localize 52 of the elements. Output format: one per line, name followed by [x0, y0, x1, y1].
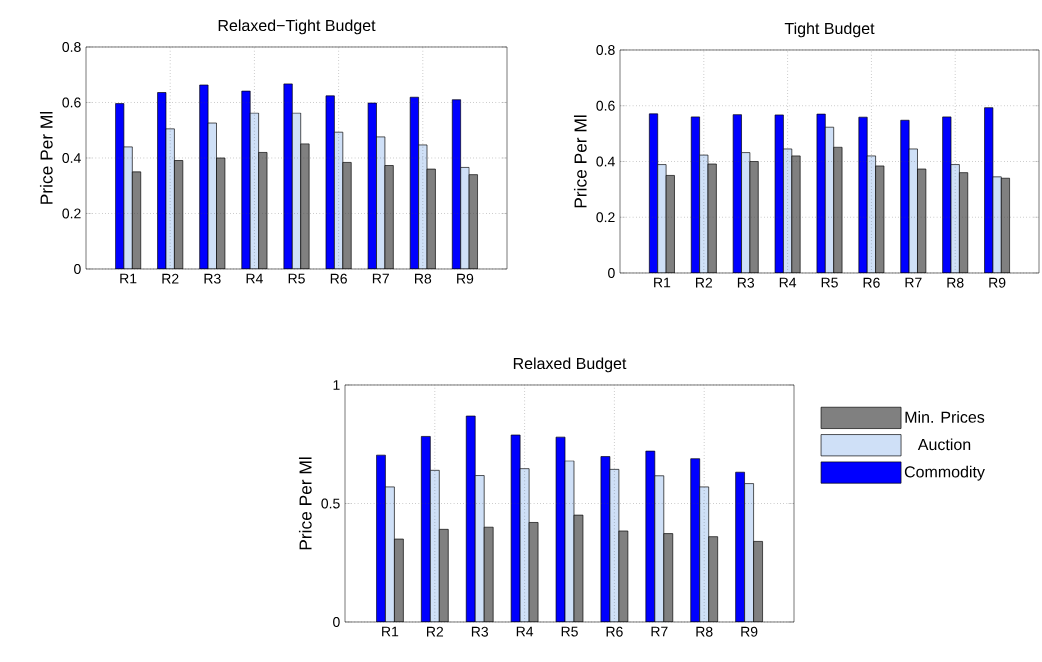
y-tick-label: 1 — [333, 380, 340, 390]
chart-title: Tight Budget — [784, 22, 875, 38]
x-tick-label: R1 — [120, 273, 137, 284]
y-tick-label: 0.6 — [62, 97, 81, 108]
legend-label: Commodity — [904, 465, 985, 481]
x-tick-label: R4 — [779, 277, 797, 288]
x-tick-label: R1 — [654, 277, 671, 288]
y-axis-title: Price Per Ml — [573, 115, 587, 208]
x-tick-label: R3 — [204, 273, 221, 284]
bar — [858, 116, 868, 273]
x-tick-label: R8 — [415, 273, 432, 284]
x-tick-label: R9 — [989, 277, 1006, 288]
x-tick-label: R1 — [382, 626, 399, 637]
y-tick-label: 0 — [333, 617, 340, 627]
bar — [342, 162, 352, 269]
x-tick-label: R8 — [947, 277, 964, 288]
y-tick-label: 0 — [608, 268, 615, 278]
x-tick-label: R7 — [905, 277, 922, 288]
x-tick-label: R4 — [516, 626, 534, 637]
y-tick-label: 0.4 — [62, 153, 81, 163]
chart-title: Relaxed Budget — [513, 357, 627, 373]
y-tick-label: 0.8 — [596, 45, 615, 55]
x-tick-label: R4 — [246, 273, 263, 284]
x-tick-label: R2 — [162, 273, 179, 284]
x-tick-label: R8 — [696, 626, 713, 637]
y-tick-label: 0.8 — [62, 42, 81, 52]
x-tick-label: R7 — [651, 626, 668, 637]
x-tick-label: R3 — [471, 626, 489, 637]
y-tick-label: 0 — [74, 264, 81, 274]
y-tick-label: 0.2 — [62, 208, 81, 219]
x-tick-label: R9 — [457, 273, 474, 284]
chart-title: Relaxed−Tight Budget — [218, 19, 376, 35]
legend-label: Min. Prices — [905, 411, 985, 423]
bar — [791, 155, 801, 273]
x-tick-label: R7 — [372, 273, 389, 284]
y-tick-label: 0.2 — [596, 212, 615, 223]
y-tick-label: 0.6 — [596, 100, 615, 111]
x-tick-label: R6 — [606, 626, 623, 637]
x-tick-label: R6 — [330, 273, 347, 284]
x-tick-label: R2 — [696, 277, 713, 288]
x-tick-label: R9 — [741, 626, 758, 637]
x-tick-label: R5 — [288, 273, 305, 284]
y-axis-title: Price Per Ml — [298, 457, 312, 550]
y-tick-label: 0.4 — [596, 156, 615, 167]
x-tick-label: R5 — [561, 626, 578, 637]
x-tick-label: R2 — [427, 626, 444, 637]
y-axis-title: Price Per Ml — [39, 111, 53, 204]
legend-label: Auction — [917, 438, 971, 451]
y-tick-label: 0.5 — [321, 498, 340, 509]
x-tick-label: R5 — [821, 277, 838, 288]
x-tick-label: R3 — [737, 277, 755, 288]
x-tick-label: R6 — [863, 277, 880, 288]
